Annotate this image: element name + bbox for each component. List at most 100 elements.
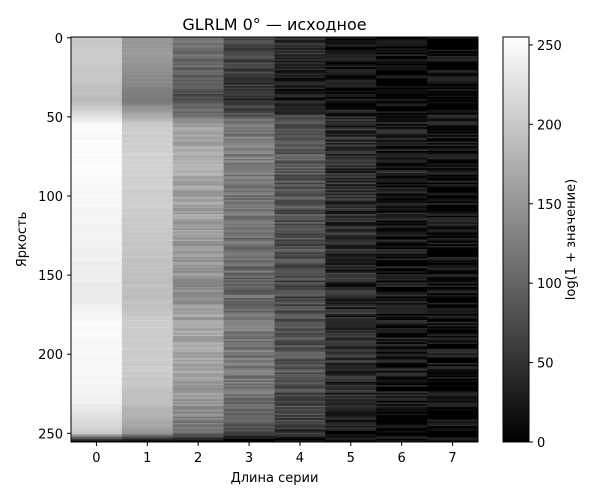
heatmap-cell [325,157,377,160]
heatmap-cell [376,203,428,206]
heatmap-cell [71,313,123,317]
heatmap-cell [376,188,428,192]
heatmap-cell [223,416,276,419]
heatmap-cell [376,209,428,212]
heatmap-cell [121,127,174,130]
heatmap-cell [325,41,377,44]
heatmap-cell [71,389,123,392]
heatmap-cell [325,138,377,141]
heatmap-cell [325,225,377,228]
heatmap-cell [325,48,377,51]
heatmap-cell [172,391,225,394]
heatmap-cell [121,173,174,176]
heatmap-cell [274,392,326,396]
heatmap-cell [427,373,478,377]
heatmap-cell [325,125,377,128]
heatmap-cell [121,116,174,119]
heatmap-cell [376,73,428,76]
heatmap-cell [121,366,174,369]
heatmap-cell [223,367,276,370]
heatmap-cell [121,285,174,288]
heatmap-cell [71,119,123,122]
heatmap-cell [274,396,326,399]
heatmap-cell [376,100,428,103]
heatmap-cell [121,331,174,334]
heatmap-cell [325,165,377,168]
heatmap-cell [121,304,174,307]
heatmap-cell [427,117,478,120]
x-tick-label: 5 [347,451,355,466]
heatmap-cell [325,332,377,336]
heatmap-cell [223,223,276,226]
heatmap-cell [172,185,225,188]
heatmap-cell [325,55,377,59]
heatmap-cell [71,348,123,351]
heatmap-cell [223,269,276,272]
heatmap-cell [71,114,123,117]
heatmap-cell [325,248,377,252]
heatmap-cell [121,234,174,237]
heatmap-cell [274,228,326,231]
heatmap-cell [121,139,174,143]
heatmap-cell [172,288,225,291]
heatmap-cell [172,182,225,185]
heatmap-cell [274,135,326,138]
heatmap-cell [223,328,276,331]
heatmap-cell [325,59,377,62]
heatmap-cell [274,68,326,71]
heatmap-cell [223,57,276,60]
heatmap-cell [223,348,276,351]
heatmap-cell [427,52,478,56]
heatmap-cell [172,415,225,418]
heatmap-cell [121,150,174,154]
heatmap-cell [71,329,123,332]
heatmap-cell [223,161,276,165]
heatmap-cell [325,404,377,407]
heatmap-cell [71,218,123,222]
heatmap-cell [172,192,225,195]
heatmap-cell [325,114,377,117]
x-tick-label: 4 [296,451,304,466]
heatmap-cell [427,313,478,317]
heatmap-cell [172,207,225,211]
heatmap-cell [427,195,478,198]
heatmap-cell [274,348,326,351]
heatmap-cell [427,421,478,424]
heatmap-cell [121,211,174,214]
heatmap-cell [274,361,326,364]
heatmap-cell [376,372,428,375]
heatmap-cell [325,440,377,442]
heatmap-cell [172,345,225,348]
heatmap-cell [172,408,225,411]
heatmap-cell [376,315,428,318]
heatmap-cell [223,378,276,381]
heatmap-cell [274,97,326,100]
heatmap-cell [274,343,326,347]
heatmap-cell [71,120,123,124]
heatmap-cell [427,340,478,343]
heatmap-cell [172,100,225,103]
heatmap-cell [172,375,225,378]
heatmap-cell [121,179,174,182]
heatmap-cell [223,193,276,196]
heatmap-cell [172,313,225,317]
heatmap-cell [172,334,225,337]
heatmap-cell [274,318,326,321]
heatmap-cell [71,286,123,290]
heatmap-cell [172,70,225,73]
heatmap-cell [71,231,123,234]
heatmap-cell [71,112,123,116]
heatmap-cell [223,177,276,180]
heatmap-cell [223,435,276,438]
heatmap-cell [427,426,478,429]
heatmap-cell [376,337,428,340]
heatmap-cell [274,158,326,161]
heatmap-cell [376,323,428,326]
heatmap-cell [121,242,174,245]
heatmap-cell [121,78,174,81]
heatmap-cell [376,405,428,408]
heatmap-cell [274,173,326,176]
heatmap-cell [121,98,174,101]
heatmap-cell [274,285,326,288]
heatmap-cell [325,70,377,73]
